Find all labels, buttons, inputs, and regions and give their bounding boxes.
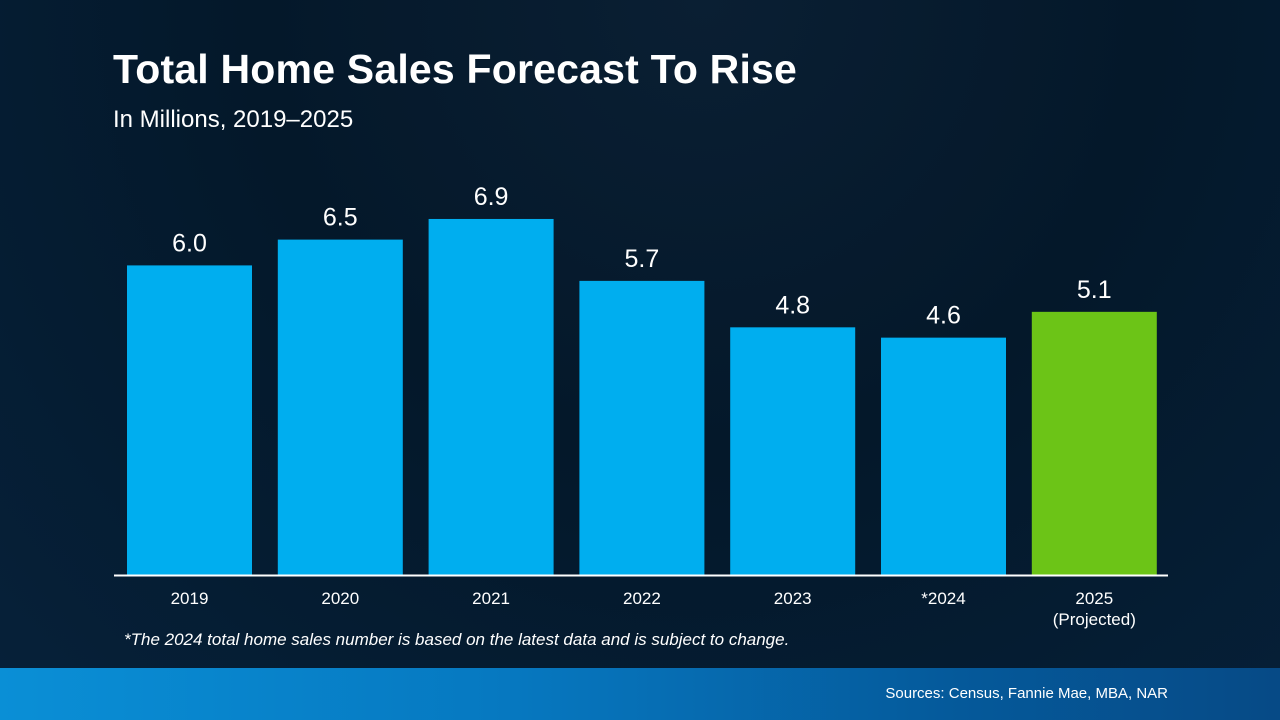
data-label: 5.1: [1077, 276, 1112, 304]
footer-bar: Sources: Census, Fannie Mae, MBA, NAR: [0, 668, 1280, 720]
data-label: 6.0: [172, 229, 207, 257]
x-tick-label: (Projected): [1053, 610, 1136, 629]
bar-2024: [881, 337, 1006, 575]
bar-2020: [277, 239, 403, 575]
x-tick-label: 2023: [774, 589, 812, 608]
chart-title: Total Home Sales Forecast To Rise: [113, 46, 798, 92]
x-tick-label: 2020: [321, 589, 359, 608]
x-tick-label: 2021: [472, 589, 510, 608]
bar-2021: [428, 218, 554, 575]
x-tick-label: 2025: [1075, 589, 1113, 608]
data-label: 5.7: [625, 245, 660, 273]
bar-2023: [730, 327, 856, 575]
data-label: 6.9: [474, 183, 509, 211]
bar-2022: [579, 280, 705, 575]
bar-2019: [127, 265, 252, 575]
chart-subtitle: In Millions, 2019–2025: [113, 106, 354, 133]
sources-text: Sources: Census, Fannie Mae, MBA, NAR: [885, 685, 1168, 702]
x-tick-label: 2022: [623, 589, 661, 608]
footnote: *The 2024 total home sales number is bas…: [124, 630, 790, 649]
x-tick-label: *2024: [921, 589, 965, 608]
x-tick-label: 2019: [171, 589, 209, 608]
data-label: 4.8: [775, 291, 810, 319]
data-label: 4.6: [926, 302, 961, 330]
data-label: 6.5: [323, 204, 358, 232]
bar-chart: 6.0 2019 6.5 2020 6.9 2021 5.7 2022 4.8 2023 4.6 *2…: [127, 183, 1157, 629]
bar-2025: [1031, 311, 1157, 575]
